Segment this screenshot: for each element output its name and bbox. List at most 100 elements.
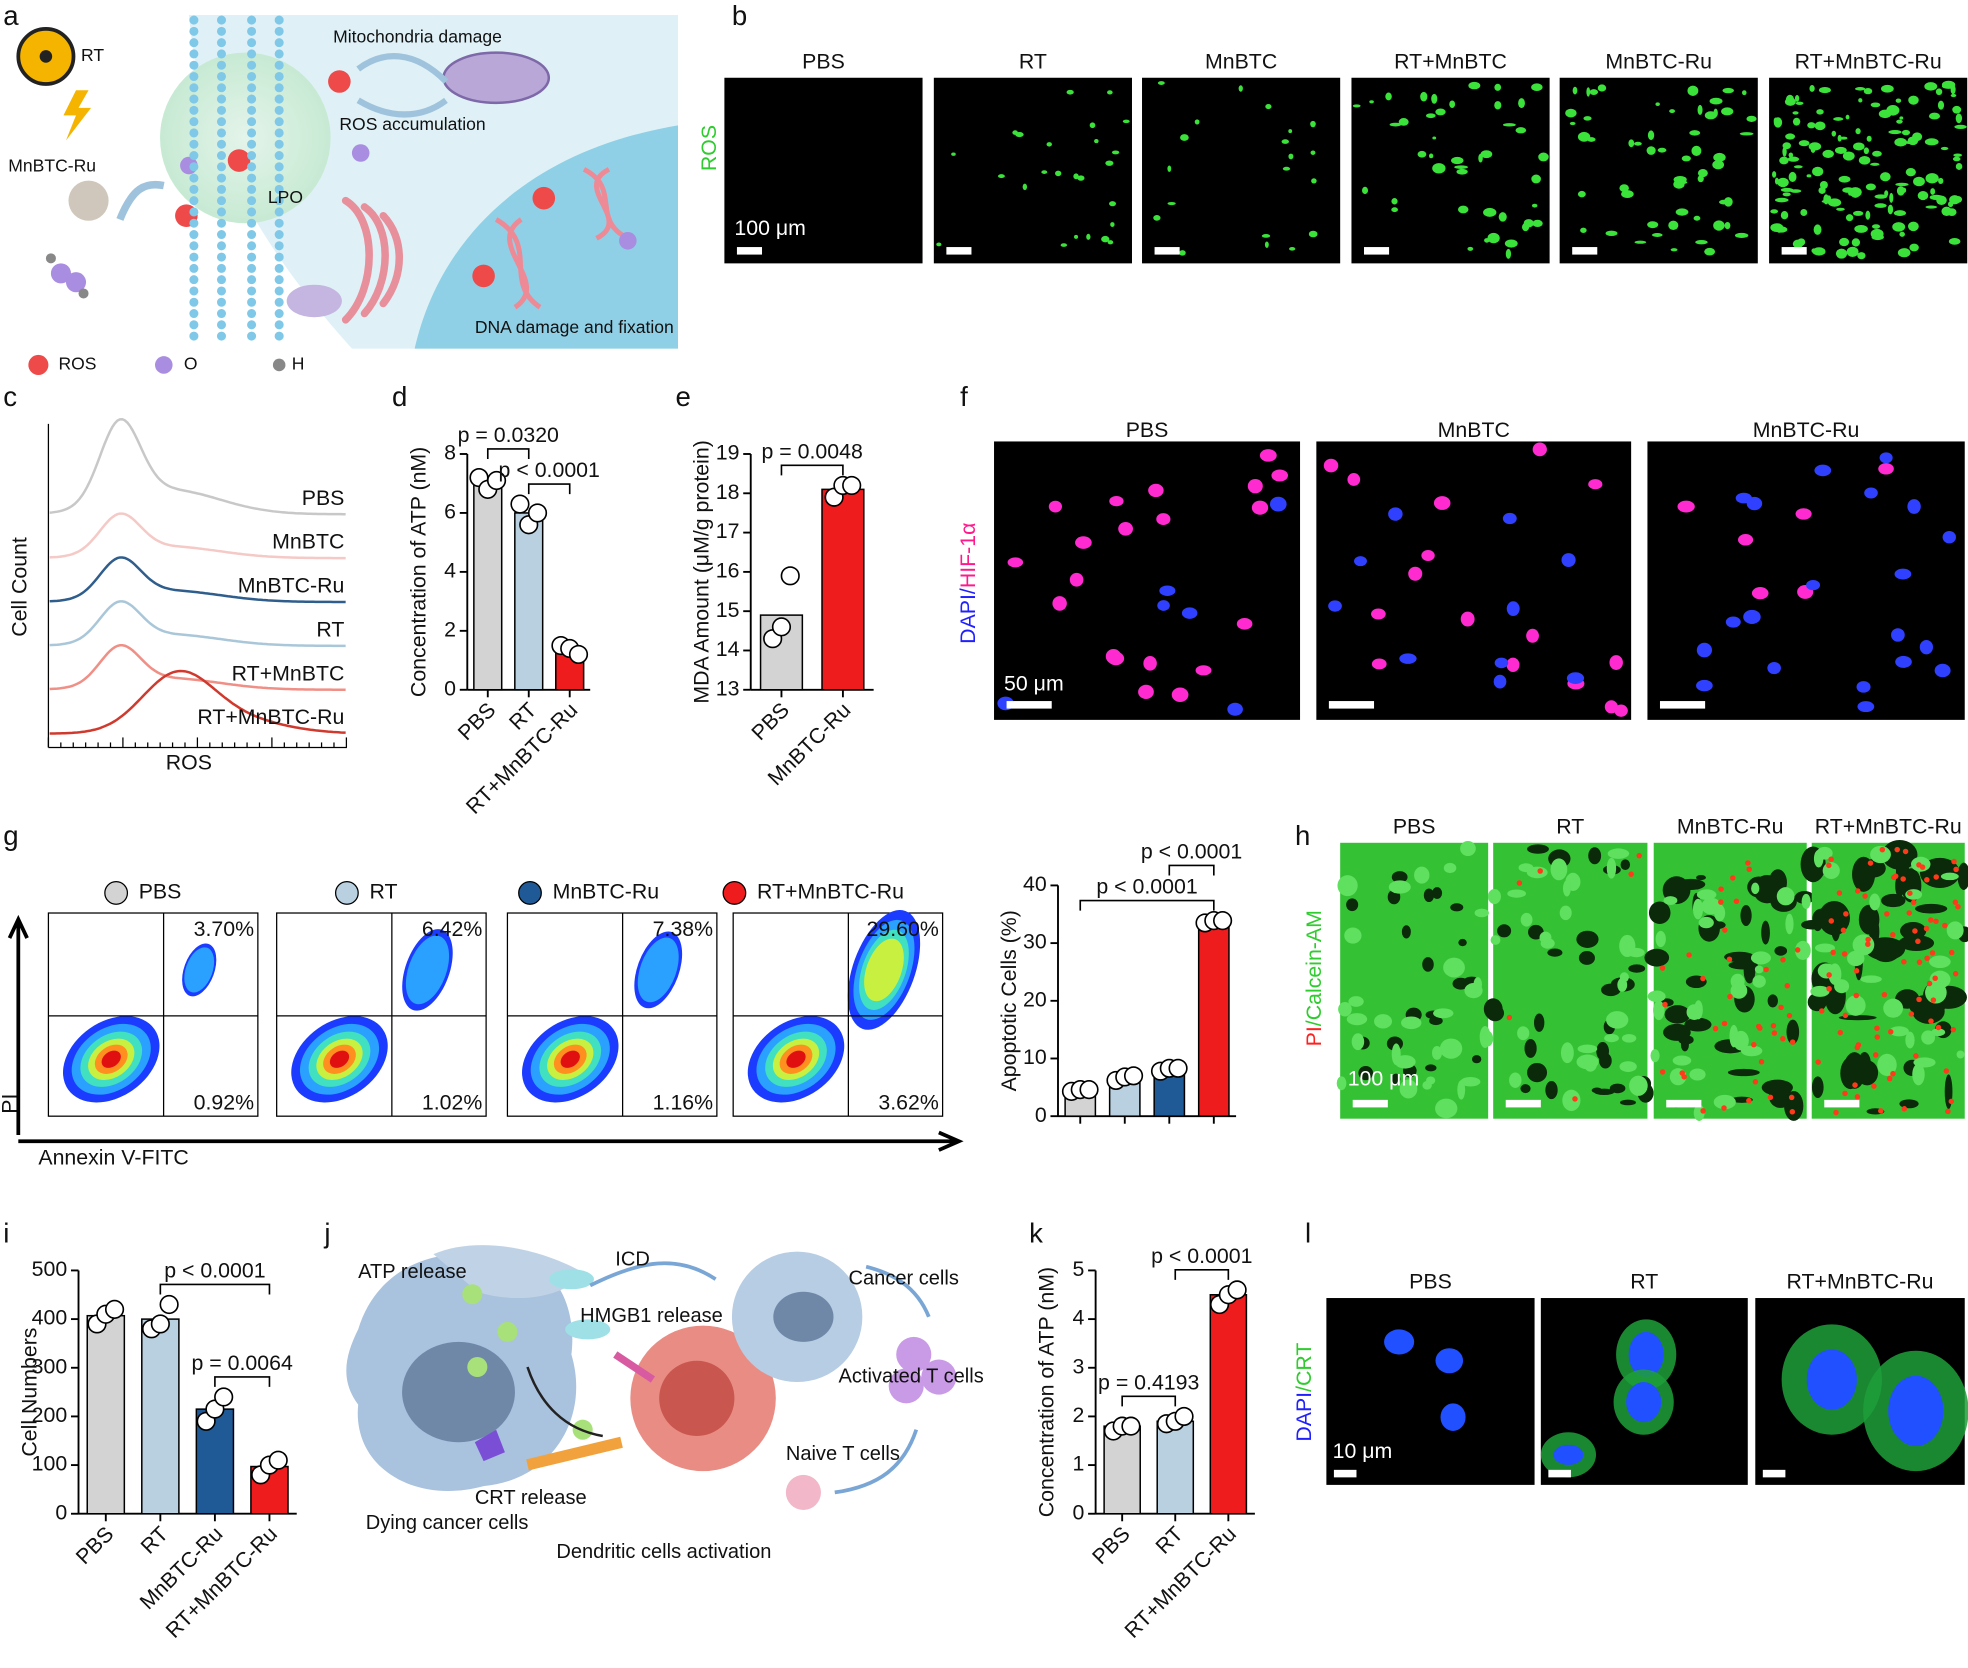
lipid-head (274, 117, 284, 127)
ros-spot (1713, 220, 1725, 231)
schematic-nucleus (414, 125, 678, 349)
schematic-label: DNA damage and fixation (475, 317, 674, 337)
lipid-head (247, 263, 257, 273)
schematic-label: CRT release (475, 1487, 587, 1509)
histogram-trace (49, 600, 346, 648)
stain-part: CRT (1292, 1343, 1316, 1386)
h-sphere (78, 288, 89, 299)
stain-part: HIF-1α (956, 523, 980, 589)
replicate-point (527, 503, 548, 523)
significance-bracket (1121, 1395, 1177, 1407)
legend-marker (722, 881, 747, 905)
ros-spot (1950, 84, 1956, 95)
ros-sphere (472, 264, 495, 288)
nucleus (1408, 566, 1423, 581)
ros-spot (1055, 170, 1062, 177)
nucleus (1494, 657, 1509, 669)
ros-spot (1895, 98, 1902, 103)
nucleus (1138, 684, 1154, 700)
nucleus (1107, 651, 1125, 666)
dead-cell (1879, 846, 1886, 853)
panel-label: g (3, 820, 18, 851)
dark-area (1527, 1062, 1548, 1083)
dark-area (1596, 1042, 1609, 1061)
nucleus (1388, 507, 1403, 521)
dead-cell (1930, 997, 1937, 1003)
replicate-point (159, 1294, 179, 1315)
y-tick-label: 500 (32, 1257, 68, 1281)
dead-cell (1842, 1012, 1849, 1019)
cell-cluster (1692, 898, 1704, 920)
dark-area (1358, 1065, 1374, 1081)
ros-sphere (328, 70, 351, 93)
nucleus (1609, 655, 1623, 670)
y-tick-label: 300 (32, 1354, 68, 1378)
atp (462, 1284, 483, 1305)
dark-area (1545, 1081, 1558, 1100)
cell-cluster (1473, 977, 1483, 992)
ros-spot (1863, 147, 1870, 155)
lipid-head (216, 275, 227, 285)
ros-spot (1435, 108, 1446, 116)
x-tick-label: PBS (1088, 1522, 1135, 1569)
panel-label: h (1295, 820, 1310, 851)
ros-spot (1012, 130, 1018, 135)
cell-cluster (1655, 930, 1666, 948)
ros-spot (1668, 220, 1679, 231)
cell-cluster (1860, 975, 1882, 983)
arrow (526, 1366, 603, 1438)
cell-cluster (1627, 947, 1645, 958)
cell-cluster (1562, 880, 1571, 897)
cell-cluster (1400, 1016, 1422, 1030)
nucleus (1532, 442, 1547, 457)
ros-spot (1697, 169, 1708, 178)
ros-spot (1504, 239, 1518, 248)
lightning (63, 90, 92, 141)
dead-cell (1771, 1030, 1778, 1036)
dead-cell (1506, 1014, 1513, 1021)
group-label: RT+MnBTC-Ru (1786, 1270, 1933, 1294)
dead-cell (1890, 1070, 1896, 1077)
ros-spot (1798, 140, 1810, 147)
lipid-head (274, 150, 284, 161)
nucleus (1696, 679, 1713, 692)
dark-area (1664, 1005, 1691, 1024)
nucleus (1888, 1375, 1944, 1447)
dead-cell (1887, 1029, 1894, 1035)
h-sphere (45, 253, 56, 264)
legend-marker (518, 881, 542, 905)
nucleus (1421, 549, 1435, 562)
ros-spot (1896, 186, 1905, 196)
ros-spot (1812, 166, 1824, 177)
lipid-head (247, 196, 257, 206)
ros-spot (1153, 215, 1161, 221)
group-label: RT+MnBTC-Ru (1815, 814, 1962, 838)
ros-spot (1647, 130, 1655, 141)
dead-cell (1786, 1012, 1793, 1019)
dead-cell (1718, 886, 1724, 892)
ros-spot (1857, 252, 1866, 260)
ros-spot (1580, 227, 1587, 233)
ros-spot (1454, 165, 1468, 169)
lipid-head (247, 320, 257, 330)
quadrant-value: 3.70% (194, 917, 254, 941)
lipid-head (216, 241, 227, 251)
ros-spot (1634, 141, 1642, 146)
quadrant-value: 6.42% (422, 917, 482, 941)
ros-spot (1897, 248, 1911, 258)
scale-bar (1006, 701, 1052, 709)
dark-area (1881, 840, 1918, 870)
dead-cell (1659, 965, 1666, 971)
dead-cell (1915, 938, 1921, 945)
significance-label: p < 0.0001 (164, 1259, 265, 1283)
ros-spot (1785, 94, 1794, 105)
cell-cluster (1696, 889, 1717, 900)
dead-cell (1891, 874, 1897, 881)
ros-spot (1917, 190, 1929, 201)
bar (141, 1318, 180, 1515)
dead-cell (1721, 1020, 1728, 1027)
dead-cell (1662, 1001, 1668, 1008)
ros-spot (1721, 107, 1734, 116)
ros-spot (1808, 142, 1822, 151)
dead-cell (1855, 1042, 1862, 1048)
